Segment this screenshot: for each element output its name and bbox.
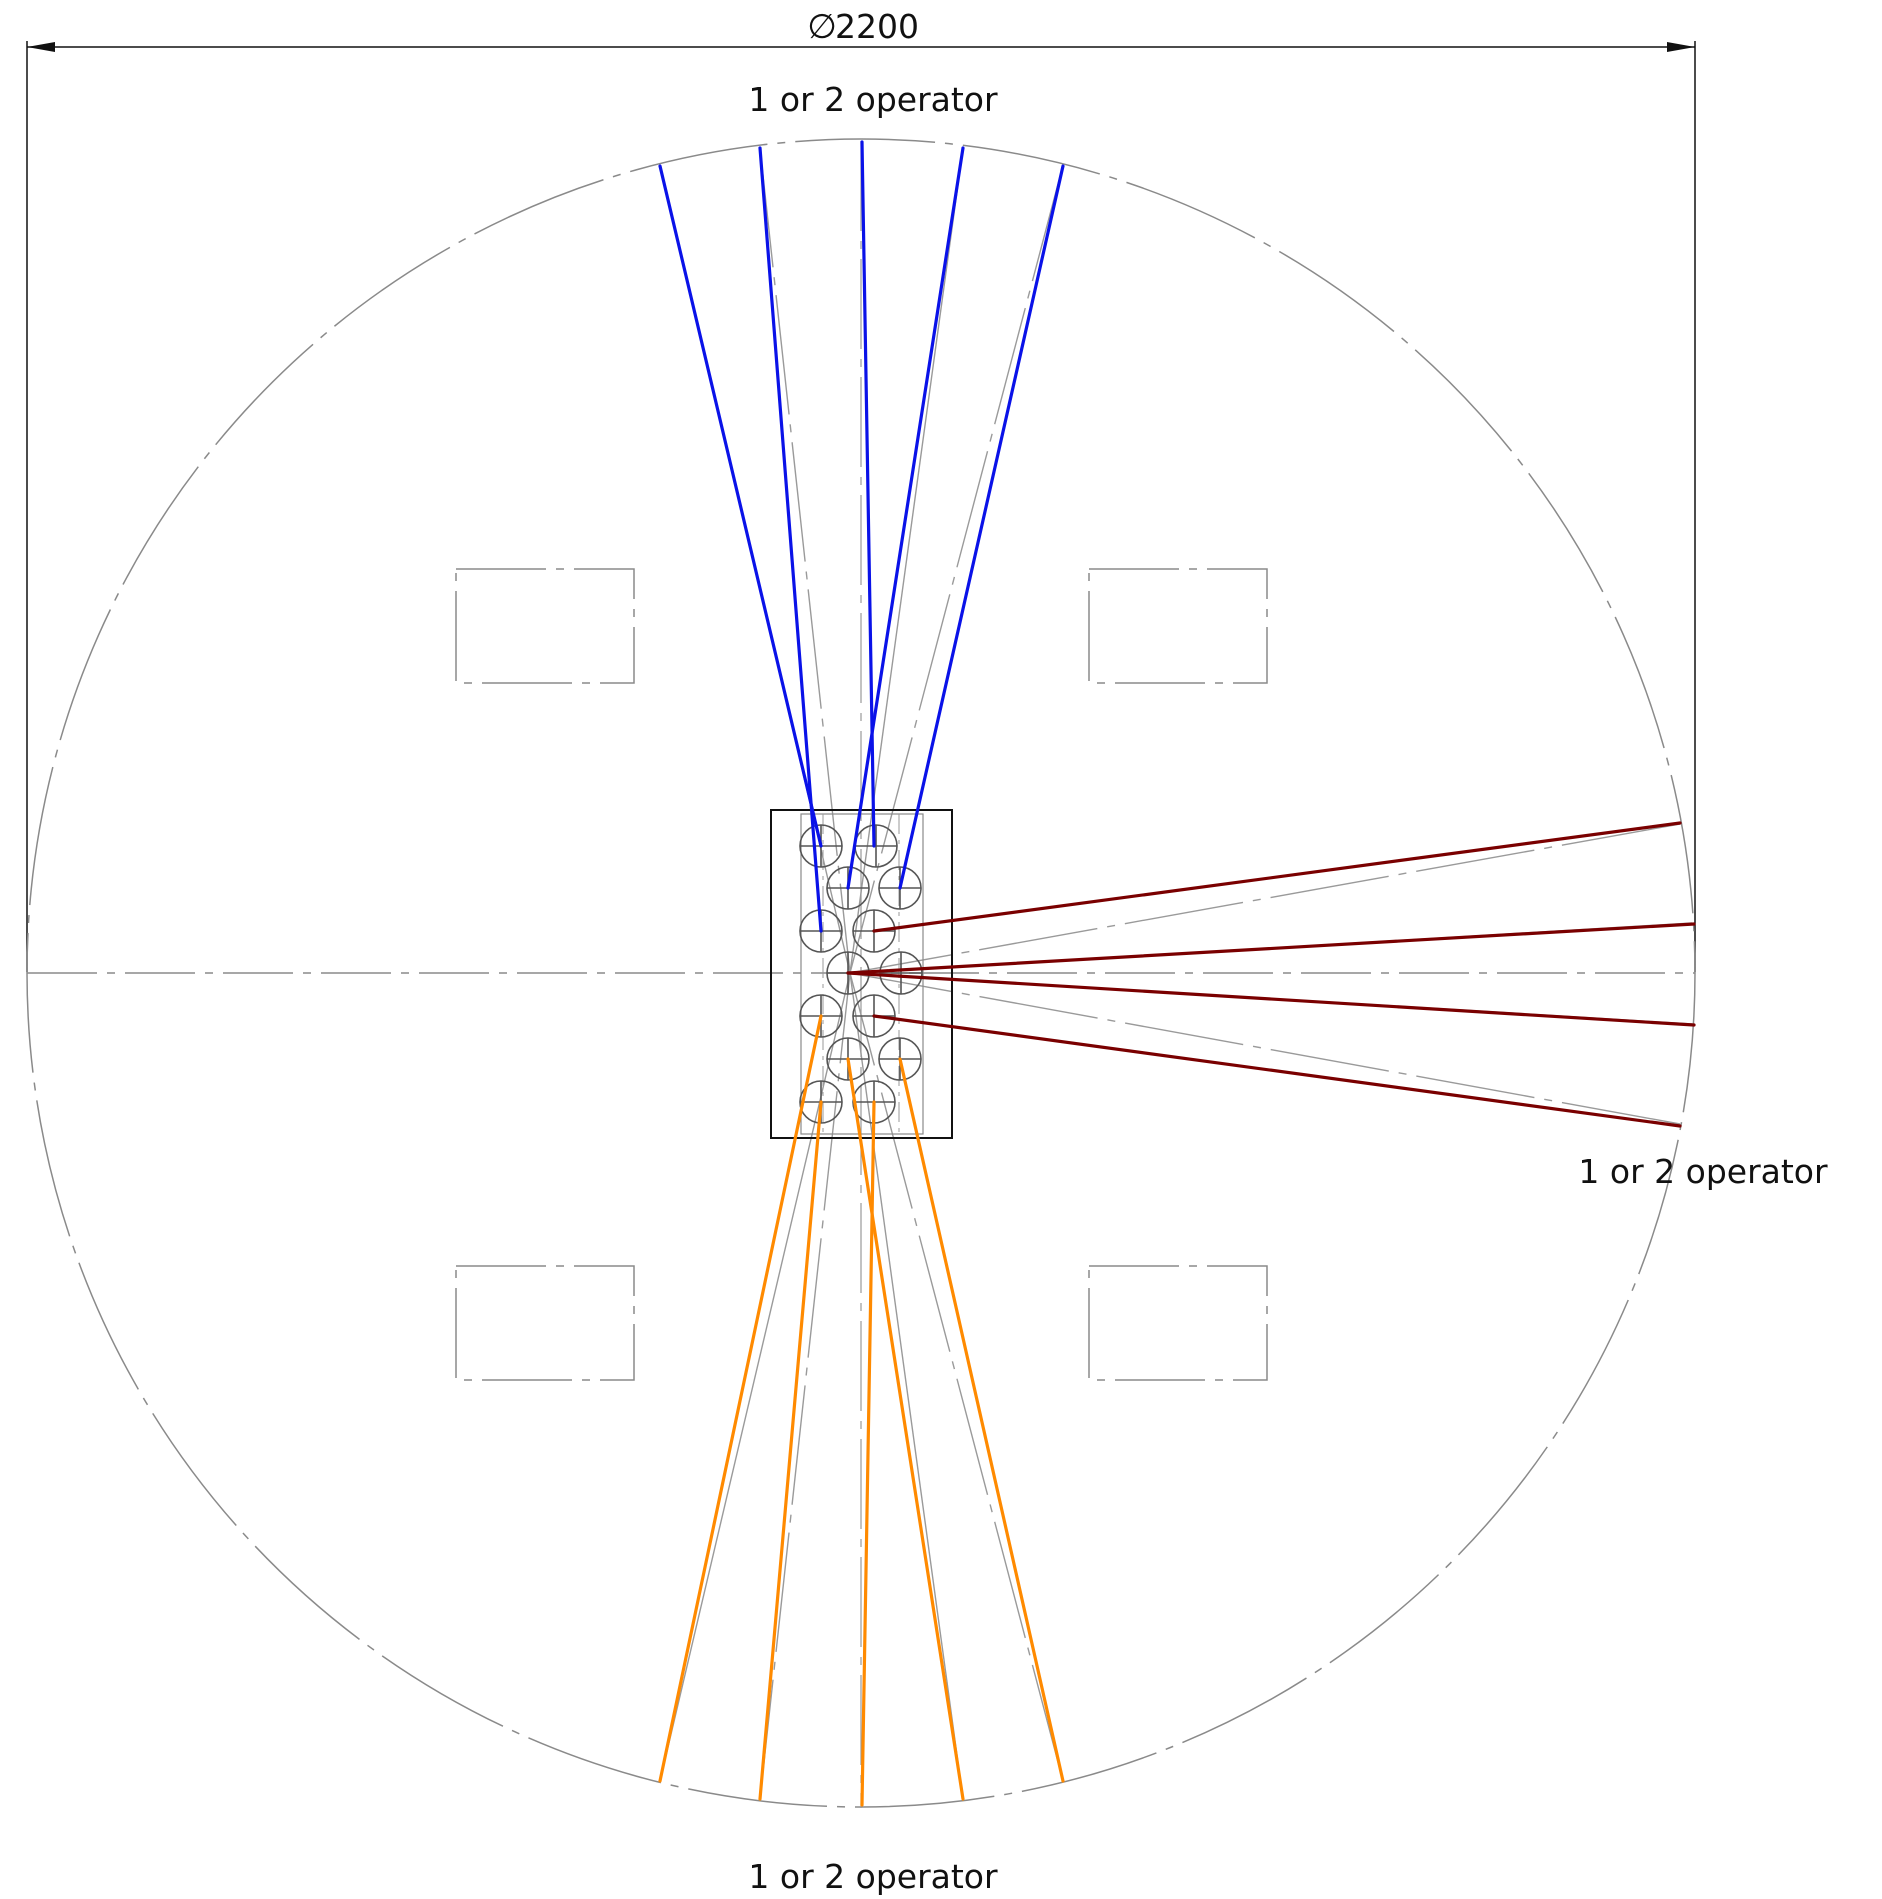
top-sightline — [758, 146, 823, 933]
dimension-arrow-right — [1667, 42, 1695, 52]
phantom-rect-bottom-left — [455, 1265, 635, 1381]
bottom-operator-label: 1 or 2 operator — [748, 1857, 998, 1896]
diameter-dimension: ∅ 2200 — [26, 7, 1696, 972]
top-sightline — [658, 164, 823, 848]
right-sightline — [872, 821, 1682, 933]
construction-line — [759, 147, 851, 974]
housing-inner-rect — [800, 813, 924, 1135]
construction-line — [849, 972, 1681, 1125]
bottom-sightline — [898, 1057, 1065, 1783]
top-operator-sightlines — [658, 140, 1065, 933]
bottom-sightline — [846, 1057, 965, 1801]
construction-line — [849, 972, 1064, 1782]
phantom-rect-bottom-right — [1088, 1265, 1268, 1381]
dimension-arrow-left — [27, 42, 55, 52]
right-sightline — [846, 971, 1696, 1027]
construction-line — [759, 972, 851, 1800]
top-sightline — [898, 164, 1065, 890]
bottom-sightline — [658, 1014, 823, 1783]
construction-line — [849, 823, 1681, 974]
phantom-rectangles — [455, 568, 1268, 1381]
diameter-symbol: ∅ — [807, 7, 837, 47]
right-sightline — [872, 1014, 1682, 1128]
bottom-sightline — [758, 1100, 823, 1801]
construction-line — [849, 164, 1064, 974]
construction-line — [849, 972, 964, 1800]
diameter-value: 2200 — [835, 7, 919, 46]
right-operator-sightlines — [846, 821, 1696, 1128]
right-operator-label: 1 or 2 operator — [1578, 1152, 1828, 1191]
operator-position — [879, 951, 923, 995]
phantom-rect-top-right — [1088, 568, 1268, 684]
phantom-rect-top-left — [455, 568, 635, 684]
top-sightline — [846, 146, 965, 890]
top-operator-label: 1 or 2 operator — [748, 80, 998, 119]
operator-position — [854, 824, 898, 868]
construction-line — [659, 972, 851, 1782]
right-sightline — [846, 922, 1696, 975]
bottom-operator-sightlines — [658, 1014, 1065, 1807]
construction-line — [849, 147, 964, 974]
